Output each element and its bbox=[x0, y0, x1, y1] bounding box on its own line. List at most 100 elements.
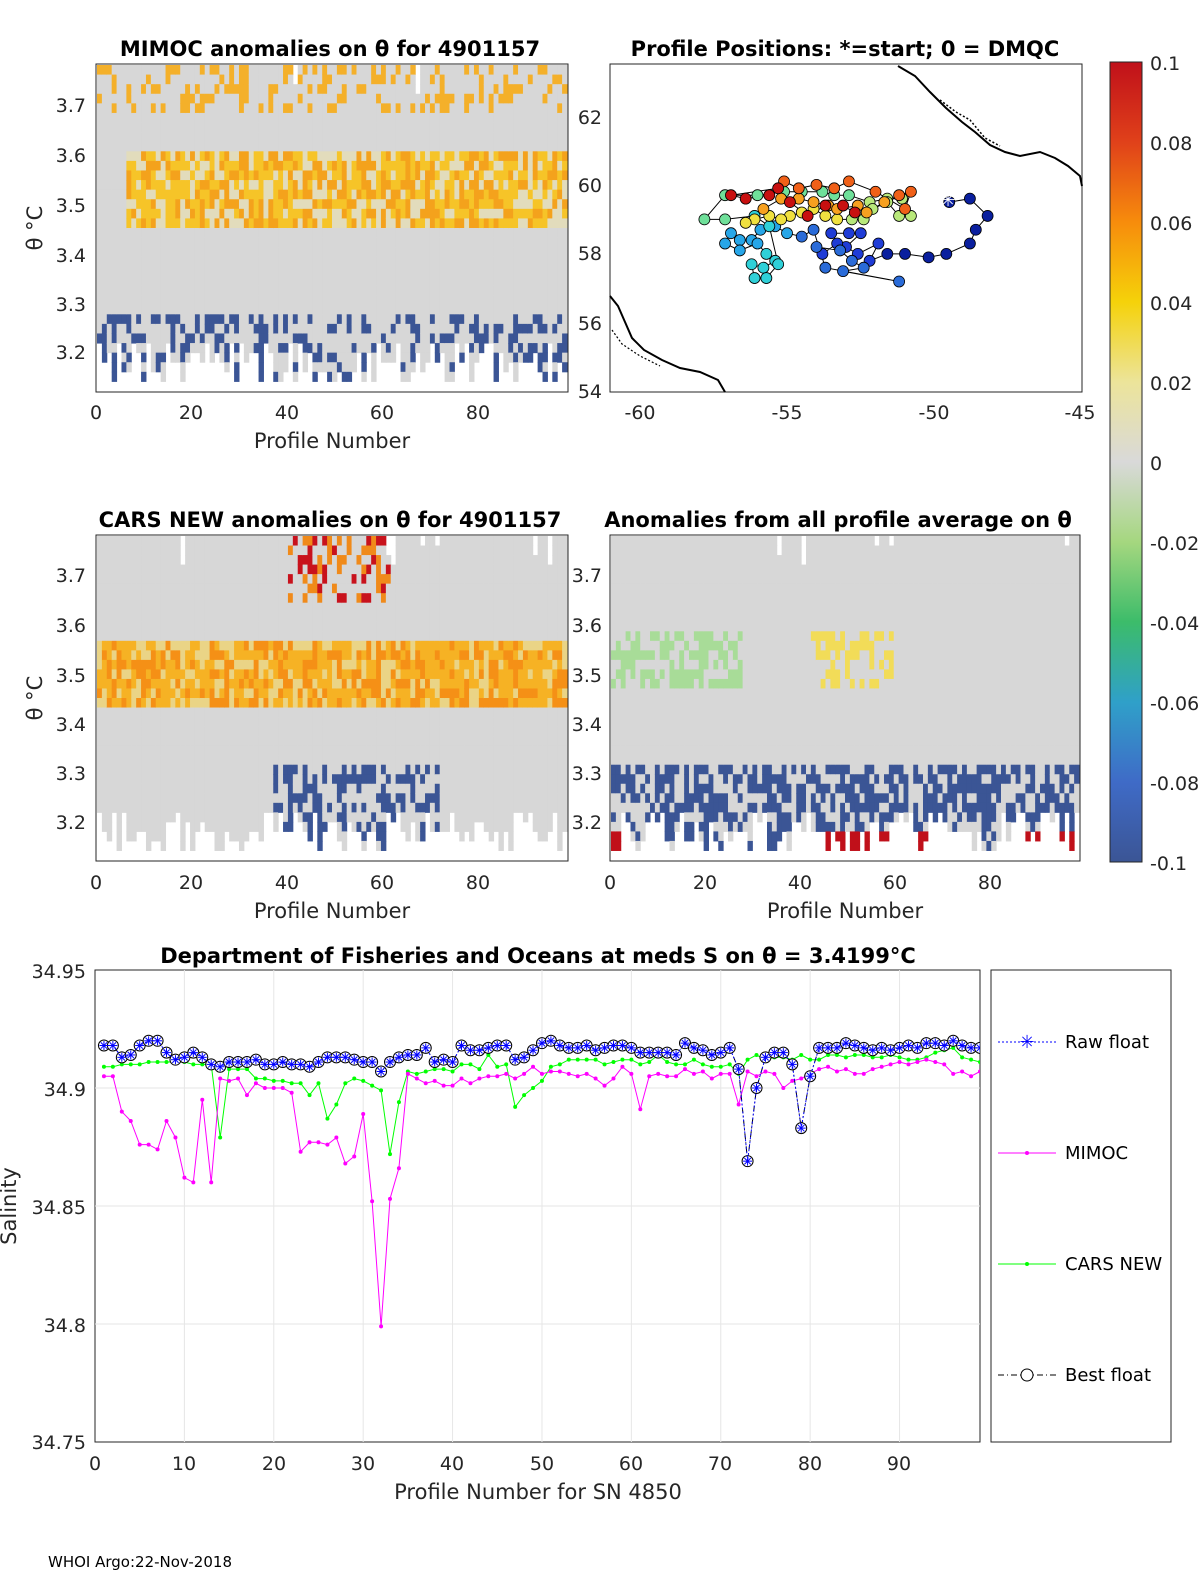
heatmap-cell bbox=[307, 189, 313, 200]
heatmap-cell bbox=[429, 333, 436, 344]
heatmap-cell bbox=[238, 151, 245, 162]
heatmap-cell bbox=[356, 593, 362, 604]
heatmap-cell bbox=[503, 285, 509, 296]
heatmap-cell bbox=[547, 218, 553, 229]
heatmap-cell bbox=[493, 132, 499, 143]
heatmap-cell bbox=[542, 314, 548, 325]
heatmap-cell bbox=[141, 764, 147, 775]
heatmap-cell bbox=[175, 112, 181, 124]
heatmap-cell bbox=[170, 783, 176, 794]
heatmap-cell bbox=[136, 228, 142, 239]
heatmap-cell bbox=[258, 612, 264, 623]
heatmap-cell bbox=[160, 228, 167, 239]
heatmap-cell bbox=[224, 362, 230, 373]
heatmap-cell bbox=[209, 132, 215, 143]
heatmap-cell bbox=[552, 285, 558, 296]
heatmap-cell bbox=[224, 688, 230, 699]
heatmap-cell bbox=[283, 640, 289, 651]
heatmap-cell bbox=[141, 343, 147, 354]
heatmap-cell bbox=[180, 247, 186, 258]
heatmap-cell bbox=[155, 323, 162, 334]
heatmap-cell bbox=[508, 247, 514, 258]
heatmap-cell bbox=[160, 688, 167, 699]
heatmap-cell bbox=[101, 583, 108, 594]
heatmap-cell bbox=[312, 65, 318, 76]
heatmap-cell bbox=[131, 333, 137, 344]
heatmap-cell bbox=[111, 593, 118, 604]
heatmap-cell bbox=[160, 189, 167, 200]
heatmap-cell bbox=[238, 256, 245, 267]
heatmap-cell bbox=[395, 247, 402, 258]
heatmap-cell bbox=[136, 631, 142, 642]
heatmap-cell bbox=[341, 669, 348, 680]
heatmap-cell bbox=[111, 371, 118, 382]
heatmap-cell bbox=[145, 574, 152, 585]
heatmap-cell bbox=[341, 343, 348, 354]
heatmap-cell bbox=[204, 821, 211, 832]
heatmap-cell bbox=[160, 208, 167, 219]
heatmap-cell bbox=[145, 112, 152, 124]
heatmap-cell bbox=[234, 821, 240, 832]
heatmap-cell bbox=[126, 132, 132, 143]
heatmap-cell bbox=[106, 208, 113, 219]
heatmap-cell bbox=[322, 314, 328, 325]
heatmap-cell bbox=[297, 122, 304, 133]
heatmap-cell bbox=[243, 745, 250, 756]
heatmap-cell bbox=[155, 678, 162, 689]
heatmap-cell bbox=[518, 333, 524, 344]
heatmap-cell bbox=[234, 218, 240, 229]
heatmap-cell bbox=[253, 333, 260, 344]
heatmap-cell bbox=[199, 170, 206, 181]
heatmap-cell bbox=[380, 132, 387, 143]
heatmap-cell bbox=[224, 199, 230, 210]
heatmap-cell bbox=[145, 736, 152, 747]
heatmap-cell bbox=[327, 640, 333, 651]
heatmap-cell bbox=[322, 564, 328, 575]
heatmap-cell bbox=[243, 228, 250, 239]
heatmap-cell bbox=[248, 774, 255, 785]
heatmap-cell bbox=[292, 160, 299, 171]
heatmap-cell bbox=[278, 371, 284, 382]
heatmap-cell bbox=[425, 122, 431, 133]
heatmap-cell bbox=[145, 555, 152, 566]
heatmap-cell bbox=[542, 333, 548, 344]
heatmap-cell bbox=[190, 180, 196, 191]
heatmap-cell bbox=[420, 112, 426, 124]
heatmap-cell bbox=[459, 93, 465, 104]
heatmap-cell bbox=[532, 314, 539, 325]
heatmap-cell bbox=[204, 266, 211, 277]
heatmap-cell bbox=[234, 199, 240, 210]
heatmap-cell bbox=[537, 304, 544, 315]
heatmap-cell bbox=[336, 736, 343, 747]
heatmap-cell bbox=[562, 65, 568, 76]
heatmap-cell bbox=[317, 564, 323, 575]
heatmap-cell bbox=[434, 180, 441, 191]
heatmap-cell bbox=[341, 323, 348, 334]
heatmap-cell bbox=[194, 707, 201, 718]
heatmap-cell bbox=[542, 323, 548, 334]
heatmap-cell bbox=[469, 266, 475, 277]
heatmap-cell bbox=[415, 103, 421, 114]
heatmap-cell bbox=[238, 103, 245, 114]
heatmap-cell bbox=[263, 783, 269, 794]
heatmap-cell bbox=[287, 295, 294, 306]
heatmap-cell bbox=[234, 574, 240, 585]
heatmap-cell bbox=[101, 536, 108, 547]
heatmap-cell bbox=[307, 764, 313, 775]
heatmap-cell bbox=[136, 545, 142, 556]
heatmap-cell bbox=[376, 199, 382, 210]
heatmap-cell bbox=[160, 285, 167, 296]
heatmap-cell bbox=[307, 802, 313, 813]
heatmap-cell bbox=[150, 352, 157, 363]
heatmap-cell bbox=[478, 314, 485, 325]
heatmap-cell bbox=[292, 122, 299, 133]
heatmap-cell bbox=[155, 650, 162, 661]
heatmap-cell bbox=[307, 812, 313, 823]
heatmap-cell bbox=[165, 555, 171, 566]
heatmap-cell bbox=[371, 736, 377, 747]
heatmap-cell bbox=[131, 74, 137, 85]
heatmap-cell bbox=[518, 323, 524, 334]
heatmap-cell bbox=[238, 621, 245, 632]
heatmap-cell bbox=[248, 631, 255, 642]
heatmap-cell bbox=[160, 151, 167, 162]
